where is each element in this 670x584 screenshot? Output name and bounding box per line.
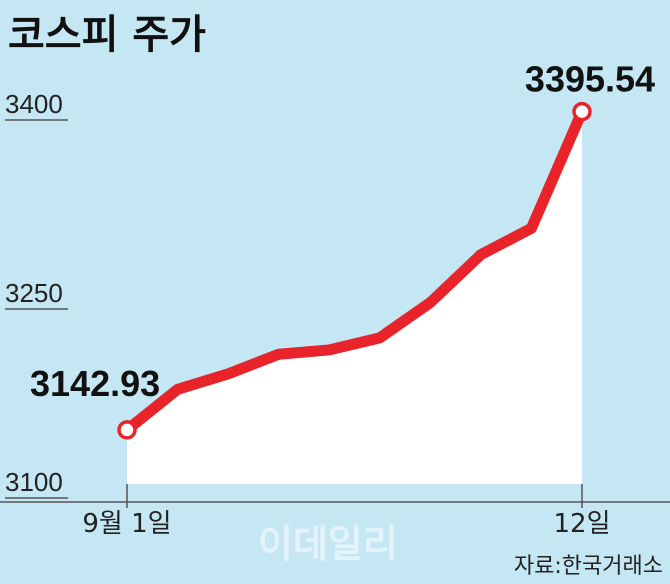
x-tick-label: 12일: [553, 509, 610, 539]
y-axis: 3400 3250 3100: [5, 89, 68, 499]
source-note: 자료:한국거래소: [514, 554, 663, 579]
series-line-layer: [117, 101, 592, 440]
end-marker: [572, 101, 592, 122]
data-label: 3142.93: [30, 363, 160, 404]
chart-area-layer: [127, 111, 582, 484]
data-label-layer: 3142.93 3395.54: [30, 59, 655, 404]
y-tick-label: 3250: [5, 278, 63, 308]
y-tick-label: 3100: [5, 467, 63, 497]
y-tick-label: 3400: [5, 89, 63, 119]
series-line: [121, 106, 588, 436]
x-tick-label: 9월 1일: [82, 509, 171, 539]
start-marker: [117, 420, 137, 440]
x-axis: 9월 1일 12일: [0, 484, 670, 539]
watermark: 이데일리: [258, 522, 398, 566]
chart-title: 코스피 주가: [8, 12, 206, 58]
data-label: 3395.54: [525, 59, 655, 100]
area-fill: [127, 111, 582, 484]
